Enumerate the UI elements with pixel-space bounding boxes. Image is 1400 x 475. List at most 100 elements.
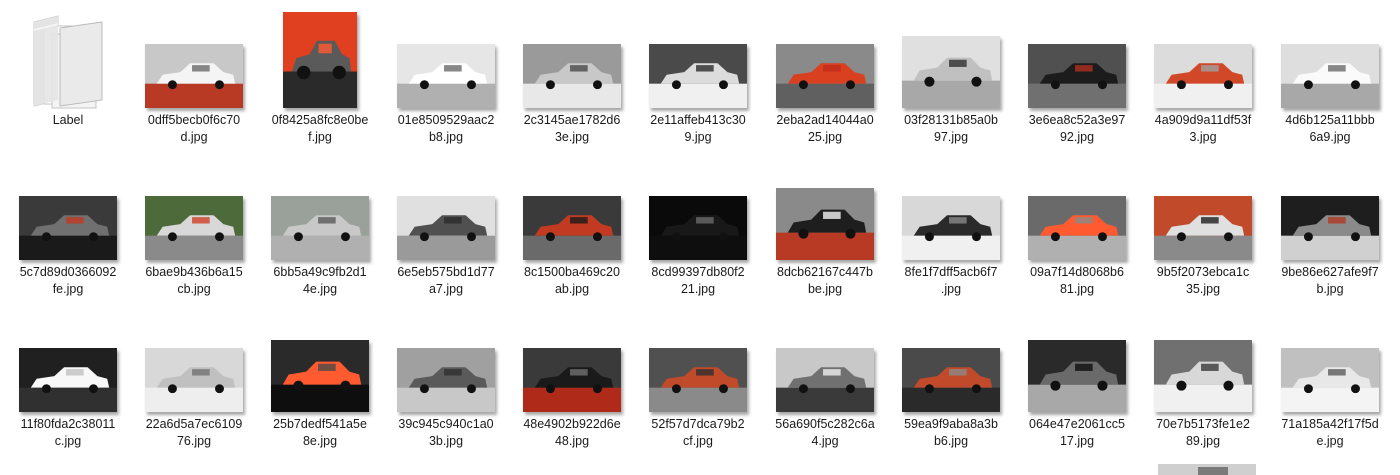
file-name: 0f8425a8fc8e0be f.jpg <box>271 113 369 144</box>
image-thumbnail <box>649 348 747 412</box>
file-item[interactable]: 4a909d9a11df53f 3.jpg <box>1140 0 1266 150</box>
file-name: 4a909d9a11df53f 3.jpg <box>1154 113 1252 144</box>
image-thumbnail <box>283 12 357 108</box>
file-name: 6bb5a49c9fb2d1 4e.jpg <box>273 265 367 296</box>
file-name: 52f57d7dca79b2 cf.jpg <box>651 417 745 448</box>
folder-item-label[interactable]: Label <box>5 0 131 150</box>
image-thumbnail <box>902 36 1000 108</box>
file-name: 59ea9f9aba8a3b b6.jpg <box>904 417 998 448</box>
image-thumbnail <box>19 348 117 412</box>
file-name: 8c1500ba469c20 ab.jpg <box>524 265 620 296</box>
file-name: 4d6b125a11bbb 6a9.jpg <box>1285 113 1375 144</box>
image-thumbnail <box>145 44 243 108</box>
file-item[interactable]: 6bb5a49c9fb2d1 4e.jpg <box>257 152 383 302</box>
image-thumbnail <box>1281 44 1379 108</box>
file-item[interactable]: 3e6ea8c52a3e97 92.jpg <box>1014 0 1140 150</box>
image-thumbnail <box>271 340 369 412</box>
file-name: 8fe1f7dff5acb6f7 .jpg <box>904 265 998 296</box>
file-name: 5c7d89d0366092 fe.jpg <box>19 265 117 296</box>
file-name: 70e7b5173fe1e2 89.jpg <box>1156 417 1250 448</box>
image-thumbnail <box>523 44 621 108</box>
image-thumbnail <box>1281 196 1379 260</box>
file-item[interactable]: 25b7dedf541a5e 8e.jpg <box>257 304 383 454</box>
file-name: 01e8509529aac2 b8.jpg <box>397 113 495 144</box>
folder-name: Label <box>52 113 84 127</box>
file-item[interactable]: 5c7d89d0366092 fe.jpg <box>5 152 131 302</box>
file-item[interactable]: 56a690f5c282c6a 4.jpg <box>762 304 888 454</box>
image-thumbnail <box>776 44 874 108</box>
image-thumbnail <box>1154 340 1252 412</box>
file-name: 9b5f2073ebca1c 35.jpg <box>1156 265 1250 296</box>
file-name: 09a7f14d8068b6 81.jpg <box>1030 265 1124 296</box>
image-thumbnail <box>397 44 495 108</box>
file-item[interactable]: 4d6b125a11bbb 6a9.jpg <box>1267 0 1393 150</box>
file-item[interactable]: 48e4902b922d6e 48.jpg <box>509 304 635 454</box>
file-name: 3e6ea8c52a3e97 92.jpg <box>1028 113 1126 144</box>
file-item[interactable]: 22a6d5a7ec6109 76.jpg <box>131 304 257 454</box>
image-thumbnail <box>145 348 243 412</box>
file-item[interactable]: 064e47e2061cc5 17.jpg <box>1014 304 1140 454</box>
file-name: 2e11affeb413c30 9.jpg <box>650 113 746 144</box>
file-name: 25b7dedf541a5e 8e.jpg <box>273 417 367 448</box>
file-name: 11f80fda2c38011 c.jpg <box>20 417 116 448</box>
file-item[interactable]: 03f28131b85a0b 97.jpg <box>888 0 1014 150</box>
file-name: 8cd99397db80f2 21.jpg <box>651 265 745 296</box>
file-item[interactable]: 09a7f14d8068b6 81.jpg <box>1014 152 1140 302</box>
image-thumbnail <box>271 196 369 260</box>
image-thumbnail <box>1028 44 1126 108</box>
file-item[interactable]: 59ea9f9aba8a3b b6.jpg <box>888 304 1014 454</box>
file-item[interactable]: 8fe1f7dff5acb6f7 .jpg <box>888 152 1014 302</box>
file-item[interactable]: 39c945c940c1a0 3b.jpg <box>383 304 509 454</box>
file-name: 39c945c940c1a0 3b.jpg <box>398 417 494 448</box>
image-thumbnail <box>776 188 874 260</box>
folder-icon <box>33 15 103 109</box>
file-name: 2c3145ae1782d6 3e.jpg <box>523 113 621 144</box>
file-name: 6e5eb575bd1d77 a7.jpg <box>397 265 495 296</box>
file-item[interactable]: 6e5eb575bd1d77 a7.jpg <box>383 152 509 302</box>
file-name: 0dff5becb0f6c70 d.jpg <box>147 113 241 144</box>
file-item[interactable]: 01e8509529aac2 b8.jpg <box>383 0 509 150</box>
file-item[interactable]: 52f57d7dca79b2 cf.jpg <box>635 304 761 454</box>
image-thumbnail <box>1154 44 1252 108</box>
image-thumbnail <box>649 196 747 260</box>
file-item[interactable]: 0dff5becb0f6c70 d.jpg <box>131 0 257 150</box>
file-item[interactable]: 9b5f2073ebca1c 35.jpg <box>1140 152 1266 302</box>
file-item[interactable]: 2eba2ad14044a0 25.jpg <box>762 0 888 150</box>
image-thumbnail <box>145 196 243 260</box>
image-thumbnail <box>397 196 495 260</box>
file-item[interactable]: 8c1500ba469c20 ab.jpg <box>509 152 635 302</box>
partial-thumbnail-next-row <box>1158 463 1256 475</box>
file-name: 03f28131b85a0b 97.jpg <box>904 113 998 144</box>
image-thumbnail <box>397 348 495 412</box>
image-thumbnail <box>1281 348 1379 412</box>
file-item[interactable]: 9be86e627afe9f7 b.jpg <box>1267 152 1393 302</box>
file-name: 064e47e2061cc5 17.jpg <box>1029 417 1125 448</box>
file-item[interactable]: 2c3145ae1782d6 3e.jpg <box>509 0 635 150</box>
file-item[interactable]: 70e7b5173fe1e2 89.jpg <box>1140 304 1266 454</box>
file-name: 9be86e627afe9f7 b.jpg <box>1281 265 1379 296</box>
image-thumbnail <box>523 196 621 260</box>
file-item[interactable]: 2e11affeb413c30 9.jpg <box>635 0 761 150</box>
file-name: 8dcb62167c447b be.jpg <box>777 265 873 296</box>
file-item[interactable]: 0f8425a8fc8e0be f.jpg <box>257 0 383 150</box>
file-name: 6bae9b436b6a15 cb.jpg <box>145 265 243 296</box>
image-thumbnail <box>776 348 874 412</box>
file-item[interactable]: 11f80fda2c38011 c.jpg <box>5 304 131 454</box>
file-item[interactable]: 71a185a42f17f5d e.jpg <box>1267 304 1393 454</box>
image-thumbnail <box>1028 196 1126 260</box>
file-item[interactable]: 8cd99397db80f2 21.jpg <box>635 152 761 302</box>
file-name: 56a690f5c282c6a 4.jpg <box>775 417 875 448</box>
image-thumbnail <box>1028 340 1126 412</box>
image-thumbnail <box>523 348 621 412</box>
file-name: 48e4902b922d6e 48.jpg <box>523 417 621 448</box>
image-thumbnail <box>1154 196 1252 260</box>
file-item[interactable]: 6bae9b436b6a15 cb.jpg <box>131 152 257 302</box>
image-thumbnail <box>649 44 747 108</box>
file-name: 22a6d5a7ec6109 76.jpg <box>145 417 243 448</box>
image-thumbnail <box>19 196 117 260</box>
file-name: 2eba2ad14044a0 25.jpg <box>776 113 874 144</box>
image-thumbnail <box>902 196 1000 260</box>
file-item[interactable]: 8dcb62167c447b be.jpg <box>762 152 888 302</box>
image-thumbnail <box>902 348 1000 412</box>
